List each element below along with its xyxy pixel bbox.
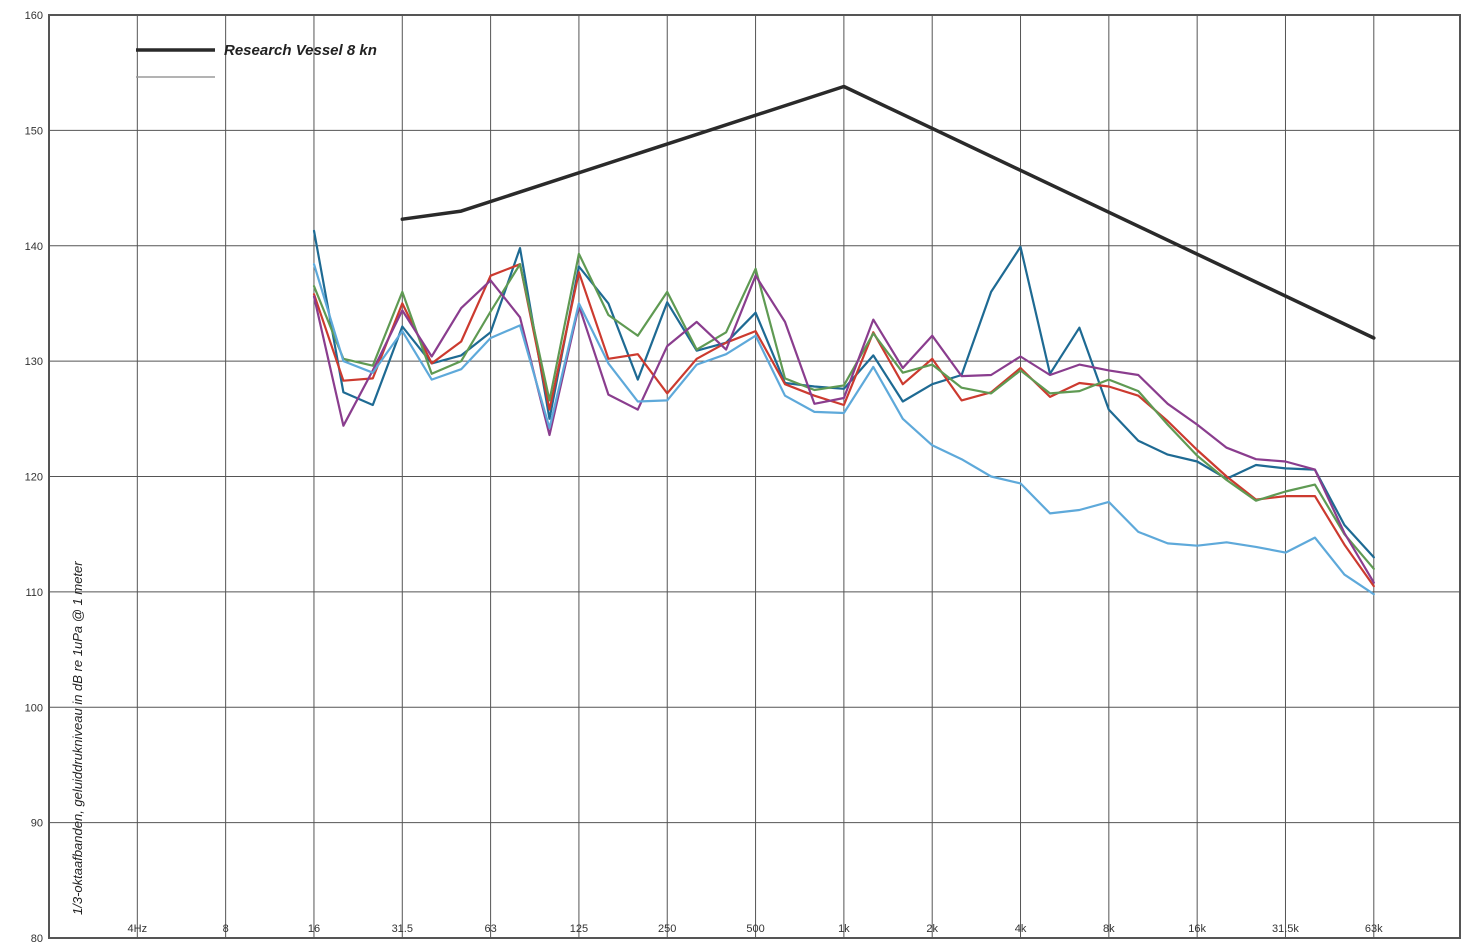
y-tick-label: 130 — [25, 356, 43, 368]
x-tick-label: 1k — [838, 923, 850, 935]
x-tick-label: 2k — [926, 923, 938, 935]
y-tick-label: 120 — [25, 472, 43, 484]
x-tick-label: 31.5 — [392, 923, 413, 935]
y-axis-label: 1/3-oktaafbanden, geluiddrukniveau in dB… — [70, 561, 85, 915]
legend-label: Research Vessel 8 kn — [224, 42, 377, 59]
y-tick-label: 100 — [25, 702, 43, 714]
chart-grid — [48, 14, 1461, 939]
y-tick-label: 110 — [25, 587, 43, 599]
x-tick-label: 125 — [570, 923, 588, 935]
x-tick-label: 16 — [308, 923, 320, 935]
series-line-4 — [312, 252, 1375, 570]
y-tick-label: 90 — [31, 818, 43, 830]
y-tick-label: 160 — [25, 10, 43, 22]
x-tick-label: 8k — [1103, 923, 1115, 935]
chart-legend: Research Vessel 8 kn — [136, 42, 377, 78]
series-line-1 — [400, 84, 1376, 340]
x-tick-label: 4Hz — [128, 923, 148, 935]
x-tick-label: 500 — [746, 923, 764, 935]
series-line-5 — [312, 274, 1375, 584]
x-tick-label: 8 — [223, 923, 229, 935]
y-tick-label: 140 — [25, 241, 43, 253]
x-tick-label: 16k — [1188, 923, 1206, 935]
chart-series — [312, 84, 1376, 596]
series-line-6 — [312, 263, 1375, 596]
x-tick-label: 31.5k — [1272, 923, 1299, 935]
x-tick-label: 250 — [658, 923, 676, 935]
series-line-2 — [312, 229, 1375, 559]
x-tick-label: 63k — [1365, 923, 1383, 935]
series-line-3 — [312, 263, 1375, 588]
x-tick-label: 4k — [1015, 923, 1027, 935]
x-tick-label: 63 — [484, 923, 496, 935]
y-tick-label: 80 — [31, 933, 43, 944]
y-tick-label: 150 — [25, 125, 43, 137]
chart-tick-labels: 80 90 100 110 120 130 140 150 160 4Hz 8 16 31.5 63 125… — [25, 10, 1384, 944]
